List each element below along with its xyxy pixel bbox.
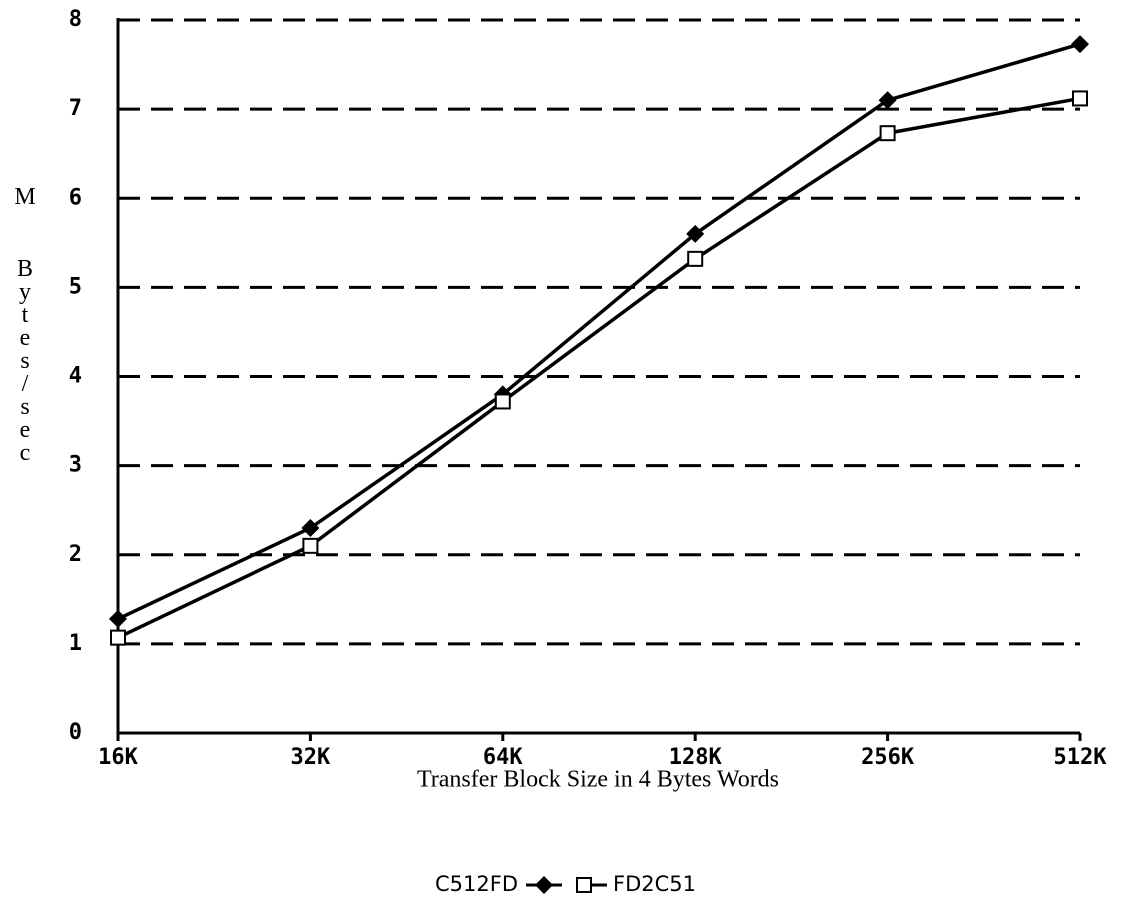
square-marker	[576, 877, 592, 893]
x-tick-label: 128K	[669, 745, 723, 770]
diamond-marker	[1071, 35, 1089, 54]
square-marker	[1072, 90, 1088, 107]
y-tick-label: 4	[69, 364, 82, 389]
square-marker	[879, 125, 896, 142]
square-marker	[494, 393, 511, 410]
y-tick-label: 2	[69, 542, 82, 567]
diamond-marker	[686, 224, 705, 243]
y-tick-label: 6	[69, 185, 82, 210]
y-tick-label: 5	[69, 274, 82, 299]
y-tick-label: 3	[69, 453, 82, 478]
x-tick-label: 512K	[1054, 745, 1108, 770]
square-marker	[687, 250, 704, 267]
square-marker	[110, 629, 126, 646]
diamond-marker	[301, 519, 320, 538]
series-line	[117, 42, 1081, 621]
x-tick-label: 256K	[861, 745, 915, 770]
y-tick-label: 0	[69, 720, 82, 745]
diamond-marker	[109, 609, 127, 628]
legend-label: C512FD	[435, 872, 518, 896]
x-tick-label: 32K	[291, 745, 331, 770]
diamond-marker	[878, 91, 897, 110]
x-tick-label: 16K	[98, 745, 138, 770]
x-tick-label: 64K	[483, 745, 523, 770]
x-axis-title: Transfer Block Size in 4 Bytes Words	[417, 767, 779, 793]
y-tick-label: 1	[69, 631, 82, 656]
y-tick-label: 7	[69, 96, 82, 121]
diamond-marker	[535, 876, 553, 894]
legend-label: FD2C51	[613, 872, 696, 896]
y-tick-label: 8	[69, 7, 82, 32]
square-marker	[302, 537, 319, 554]
series-line	[117, 96, 1081, 640]
